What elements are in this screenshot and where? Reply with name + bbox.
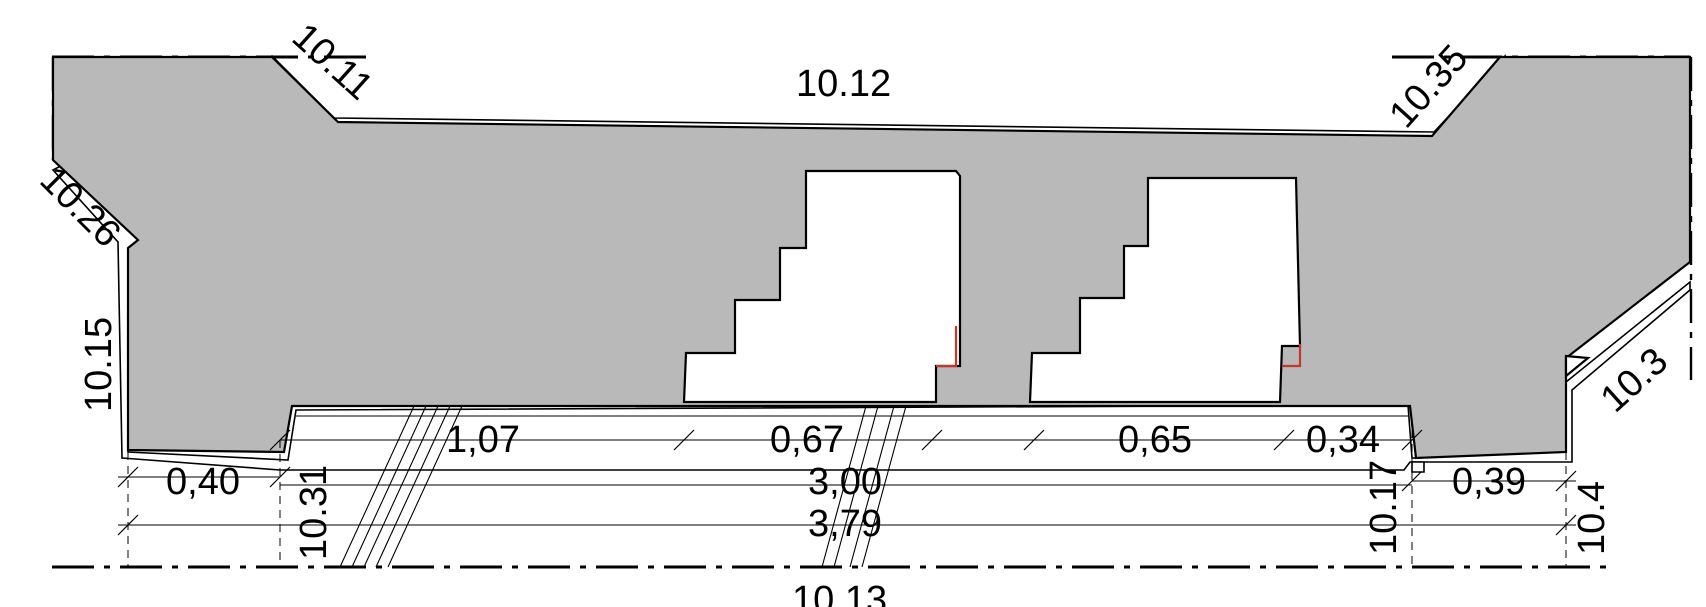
- red-mark-left: [936, 326, 958, 368]
- bottom-strip: [292, 405, 1410, 417]
- tick: [269, 429, 291, 451]
- tick: [921, 429, 943, 451]
- bottom-right-step: [1411, 461, 1425, 473]
- dimension-value-0-39: 0,39: [1452, 461, 1526, 503]
- break-line: [375, 405, 451, 568]
- break-lines-left: [339, 405, 463, 568]
- tick: [1023, 429, 1045, 451]
- label-bottom-left-step: 10.31: [293, 465, 335, 560]
- right-notch: [1564, 354, 1591, 379]
- break-line: [833, 405, 879, 568]
- tick: [117, 514, 139, 536]
- break-line: [821, 405, 867, 568]
- break-line: [339, 405, 415, 568]
- tick: [1555, 470, 1577, 492]
- label-top-edge: 10.12: [796, 63, 891, 105]
- tick: [673, 429, 695, 451]
- break-line: [363, 405, 439, 568]
- tick: [1273, 429, 1295, 451]
- dimension-values: 1,07 0,67 0,65 0,34 0,40 3,00 0,39 3,79: [166, 419, 1526, 545]
- tick: [269, 466, 291, 488]
- label-bottom-right-step: 10.17: [1363, 460, 1405, 555]
- dimension-ticks: [117, 429, 1577, 536]
- dimension-value-0-40: 0,40: [166, 461, 240, 503]
- break-lines-right: [821, 405, 907, 568]
- dimension-value-1-07: 1,07: [446, 419, 520, 461]
- tick: [117, 466, 139, 488]
- dimension-value-3-00: 3,00: [808, 461, 882, 503]
- break-line: [861, 405, 907, 568]
- break-line: [849, 405, 895, 568]
- break-line: [387, 405, 463, 568]
- red-mark-right: [1282, 344, 1302, 368]
- dimension-value-0-34: 0,34: [1306, 419, 1380, 461]
- extension-lines: [127, 430, 1567, 567]
- dimension-value-3-79: 3,79: [808, 503, 882, 545]
- opening-left: [682, 169, 962, 404]
- tick: [1401, 429, 1423, 451]
- label-bottom-edge: 10.13: [792, 579, 887, 607]
- break-line: [351, 405, 427, 568]
- label-left-edge: 10.15: [78, 317, 120, 412]
- tick: [1401, 470, 1423, 492]
- label-right-step: 10.4: [1571, 481, 1613, 555]
- dimension-value-0-67: 0,67: [770, 419, 844, 461]
- dimension-value-0-65: 0,65: [1118, 419, 1192, 461]
- dimension-lines: [118, 439, 1576, 526]
- tick: [1555, 514, 1577, 536]
